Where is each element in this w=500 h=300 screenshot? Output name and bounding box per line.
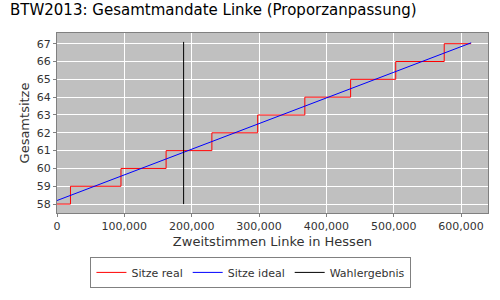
svg-text:Sitze ideal: Sitze ideal — [228, 267, 285, 280]
svg-text:64: 64 — [37, 91, 51, 104]
svg-text:58: 58 — [37, 198, 51, 211]
svg-text:63: 63 — [37, 109, 51, 122]
svg-text:500,000: 500,000 — [371, 220, 417, 233]
svg-text:100,000: 100,000 — [102, 220, 148, 233]
svg-text:Sitze real: Sitze real — [131, 267, 182, 280]
svg-text:Zweitstimmen Linke in Hessen: Zweitstimmen Linke in Hessen — [173, 234, 372, 249]
svg-text:BTW2013: Gesamtmandate Linke (: BTW2013: Gesamtmandate Linke (Proporzanp… — [10, 1, 417, 19]
svg-text:62: 62 — [37, 127, 51, 140]
svg-text:59: 59 — [37, 180, 51, 193]
svg-text:0: 0 — [54, 220, 61, 233]
svg-text:65: 65 — [37, 73, 51, 86]
svg-text:67: 67 — [37, 38, 51, 51]
svg-text:300,000: 300,000 — [236, 220, 282, 233]
svg-text:66: 66 — [37, 55, 51, 68]
svg-text:400,000: 400,000 — [304, 220, 350, 233]
svg-text:200,000: 200,000 — [169, 220, 215, 233]
svg-text:60: 60 — [37, 162, 51, 175]
svg-text:Gesamtsitze: Gesamtsitze — [17, 83, 32, 164]
svg-text:600,000: 600,000 — [438, 220, 484, 233]
svg-text:Wahlergebnis: Wahlergebnis — [330, 267, 405, 280]
svg-text:61: 61 — [37, 144, 51, 157]
